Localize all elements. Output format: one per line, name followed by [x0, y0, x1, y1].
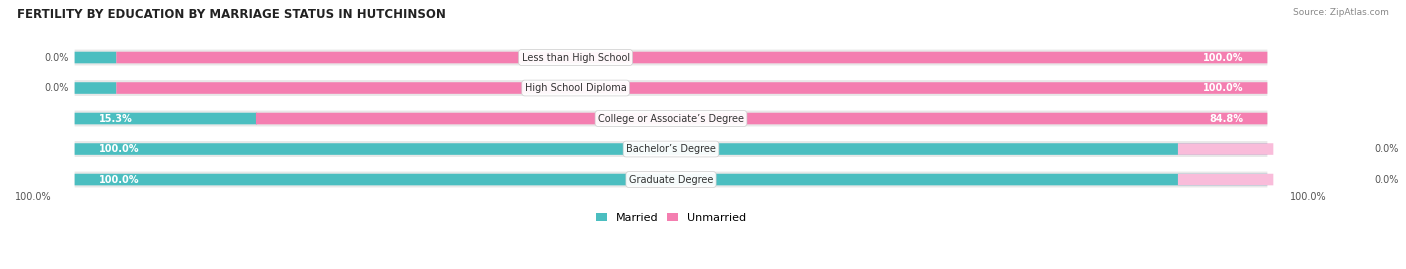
- FancyBboxPatch shape: [75, 80, 1267, 96]
- Text: 100.0%: 100.0%: [98, 144, 139, 154]
- FancyBboxPatch shape: [75, 172, 1267, 187]
- FancyBboxPatch shape: [1178, 174, 1274, 185]
- Text: 15.3%: 15.3%: [98, 114, 132, 123]
- FancyBboxPatch shape: [75, 111, 1267, 126]
- FancyBboxPatch shape: [75, 143, 1267, 155]
- Text: 84.8%: 84.8%: [1209, 114, 1243, 123]
- FancyBboxPatch shape: [75, 52, 117, 63]
- FancyBboxPatch shape: [117, 52, 1267, 63]
- FancyBboxPatch shape: [75, 174, 1267, 185]
- Text: FERTILITY BY EDUCATION BY MARRIAGE STATUS IN HUTCHINSON: FERTILITY BY EDUCATION BY MARRIAGE STATU…: [17, 8, 446, 21]
- Text: 100.0%: 100.0%: [1204, 83, 1243, 93]
- Text: 0.0%: 0.0%: [1375, 144, 1399, 154]
- Text: 0.0%: 0.0%: [45, 52, 69, 62]
- Text: 100.0%: 100.0%: [15, 192, 52, 202]
- Text: 100.0%: 100.0%: [1291, 192, 1327, 202]
- FancyBboxPatch shape: [75, 113, 257, 124]
- Text: Graduate Degree: Graduate Degree: [628, 175, 713, 185]
- Text: Bachelor’s Degree: Bachelor’s Degree: [626, 144, 716, 154]
- Text: 0.0%: 0.0%: [45, 83, 69, 93]
- FancyBboxPatch shape: [256, 113, 1267, 124]
- Text: Source: ZipAtlas.com: Source: ZipAtlas.com: [1294, 8, 1389, 17]
- Text: High School Diploma: High School Diploma: [524, 83, 627, 93]
- Text: College or Associate’s Degree: College or Associate’s Degree: [598, 114, 744, 123]
- Legend: Married, Unmarried: Married, Unmarried: [592, 208, 751, 227]
- FancyBboxPatch shape: [75, 82, 117, 94]
- FancyBboxPatch shape: [75, 49, 1267, 65]
- Text: 100.0%: 100.0%: [1204, 52, 1243, 62]
- FancyBboxPatch shape: [75, 141, 1267, 157]
- Text: 100.0%: 100.0%: [98, 175, 139, 185]
- FancyBboxPatch shape: [117, 82, 1267, 94]
- FancyBboxPatch shape: [1178, 143, 1274, 155]
- Text: Less than High School: Less than High School: [522, 52, 630, 62]
- Text: 0.0%: 0.0%: [1375, 175, 1399, 185]
